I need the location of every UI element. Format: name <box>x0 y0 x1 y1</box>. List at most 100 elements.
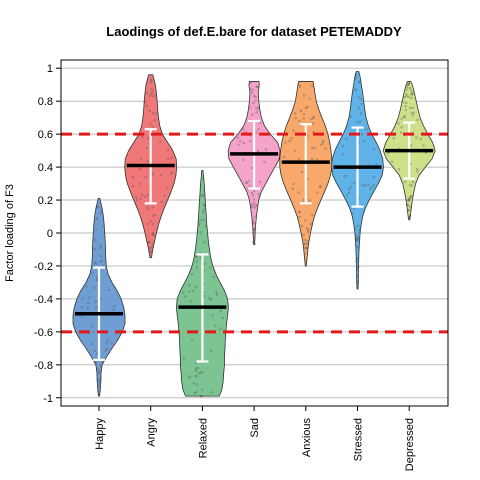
data-point <box>367 183 370 187</box>
data-point <box>408 214 412 217</box>
data-point <box>97 390 100 393</box>
data-point <box>400 126 403 129</box>
data-point <box>106 338 110 342</box>
data-point <box>131 185 135 188</box>
data-point <box>250 191 254 195</box>
data-point <box>412 91 415 94</box>
data-point <box>194 361 198 365</box>
data-point <box>391 160 394 164</box>
data-point <box>215 291 218 294</box>
data-point <box>310 117 313 121</box>
data-point <box>400 131 403 134</box>
y-tick-label: -0.8 <box>34 360 53 372</box>
data-point <box>197 367 200 370</box>
data-point <box>404 108 407 112</box>
data-point <box>105 341 108 344</box>
data-point <box>372 176 375 179</box>
data-point <box>422 144 425 147</box>
data-point <box>195 260 198 263</box>
data-point <box>249 88 252 91</box>
data-point <box>304 106 308 110</box>
data-point <box>107 288 111 292</box>
data-point <box>251 219 255 222</box>
data-point <box>145 104 149 108</box>
data-point <box>416 118 419 122</box>
violin-relaxed <box>175 169 229 398</box>
data-point <box>236 136 240 139</box>
data-point <box>257 195 261 198</box>
data-point <box>202 208 205 211</box>
data-point <box>290 137 293 140</box>
x-tick-label: Happy <box>94 418 106 450</box>
data-point <box>255 107 258 110</box>
data-point <box>93 262 97 265</box>
x-axis: Happy Angry Relaxed Sad Anxious Stressed Depre… <box>94 406 416 471</box>
data-point <box>253 94 256 98</box>
data-point <box>151 222 154 226</box>
data-point <box>308 199 311 202</box>
data-point <box>203 204 207 208</box>
data-point <box>341 144 344 147</box>
data-point <box>160 200 164 204</box>
data-point <box>204 224 207 228</box>
data-point <box>150 93 153 96</box>
data-point <box>187 284 191 287</box>
data-point <box>151 90 154 94</box>
data-point <box>356 268 359 271</box>
violin-happy <box>72 198 126 397</box>
data-point <box>170 156 173 160</box>
data-point <box>149 78 153 81</box>
data-point <box>214 324 217 327</box>
data-point <box>254 204 257 207</box>
data-point <box>252 222 255 225</box>
data-point <box>313 146 316 149</box>
data-point <box>182 357 185 360</box>
data-point <box>282 155 286 159</box>
data-point <box>392 137 395 140</box>
data-point <box>146 159 149 163</box>
data-point <box>188 290 191 293</box>
data-point <box>405 95 408 98</box>
data-point <box>212 275 215 279</box>
data-point <box>294 117 297 120</box>
data-point <box>219 309 222 312</box>
data-point <box>253 206 256 209</box>
data-point <box>146 222 150 225</box>
y-tick-label: -0.2 <box>34 261 53 273</box>
data-point <box>135 196 138 199</box>
data-point <box>410 96 413 100</box>
data-point <box>357 107 360 110</box>
data-point <box>303 243 306 246</box>
data-point <box>397 122 400 125</box>
data-point <box>98 393 101 396</box>
y-tick-label: -0.4 <box>34 294 53 306</box>
data-point <box>209 298 213 301</box>
data-point <box>138 182 141 185</box>
reference-lines <box>61 132 448 334</box>
data-point <box>113 304 116 308</box>
data-point <box>250 203 254 207</box>
y-tick-label: 0 <box>47 228 53 240</box>
data-point <box>242 128 245 131</box>
data-point <box>99 377 102 380</box>
data-point <box>144 100 147 104</box>
data-point <box>408 86 411 90</box>
data-point <box>95 262 98 265</box>
data-point <box>305 246 309 249</box>
data-point <box>264 148 268 151</box>
data-point <box>308 97 311 100</box>
data-point <box>195 256 198 259</box>
data-point <box>251 194 255 197</box>
data-point <box>297 157 300 161</box>
data-point <box>191 290 195 293</box>
data-point <box>189 300 192 303</box>
data-point <box>146 207 149 210</box>
data-point <box>131 176 134 179</box>
data-point <box>194 367 198 370</box>
x-tick-label: Angry <box>146 418 158 447</box>
data-point <box>80 305 83 309</box>
data-point <box>259 180 262 184</box>
data-point <box>415 136 418 139</box>
data-point <box>151 125 155 128</box>
data-point <box>305 227 309 230</box>
